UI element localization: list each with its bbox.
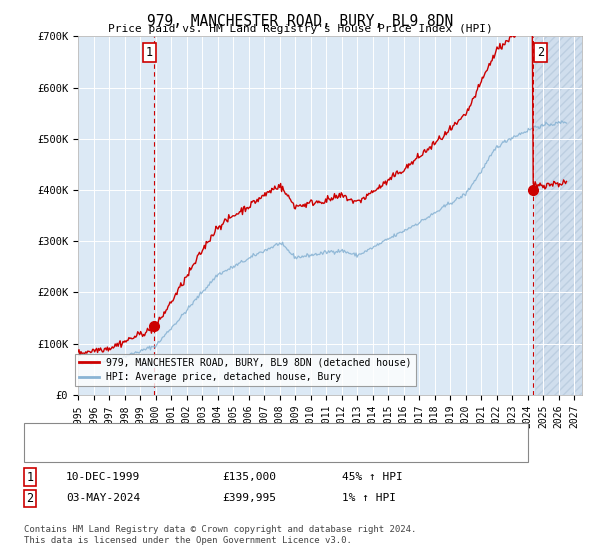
Text: 979, MANCHESTER ROAD, BURY, BL9 8DN: 979, MANCHESTER ROAD, BURY, BL9 8DN: [147, 14, 453, 29]
Text: 1: 1: [146, 46, 153, 59]
Legend: 979, MANCHESTER ROAD, BURY, BL9 8DN (detached house), HPI: Average price, detach: 979, MANCHESTER ROAD, BURY, BL9 8DN (det…: [76, 354, 416, 386]
Text: 45% ↑ HPI: 45% ↑ HPI: [342, 472, 403, 482]
Text: ─────: ─────: [42, 445, 79, 459]
Text: £399,995: £399,995: [222, 493, 276, 503]
Text: 10-DEC-1999: 10-DEC-1999: [66, 472, 140, 482]
Text: HPI: Average price, detached house, Bury: HPI: Average price, detached house, Bury: [90, 447, 340, 457]
Text: 03-MAY-2024: 03-MAY-2024: [66, 493, 140, 503]
Text: Contains HM Land Registry data © Crown copyright and database right 2024.
This d: Contains HM Land Registry data © Crown c…: [24, 525, 416, 545]
Text: 979, MANCHESTER ROAD, BURY, BL9 8DN (detached house): 979, MANCHESTER ROAD, BURY, BL9 8DN (det…: [90, 436, 415, 446]
Text: 1% ↑ HPI: 1% ↑ HPI: [342, 493, 396, 503]
Text: 1: 1: [26, 470, 34, 484]
Text: ─────: ─────: [42, 434, 79, 447]
Bar: [535, 36, 582, 395]
Text: £135,000: £135,000: [222, 472, 276, 482]
Text: 2: 2: [537, 46, 544, 59]
Text: 2: 2: [26, 492, 34, 505]
Text: Price paid vs. HM Land Registry's House Price Index (HPI): Price paid vs. HM Land Registry's House …: [107, 24, 493, 34]
